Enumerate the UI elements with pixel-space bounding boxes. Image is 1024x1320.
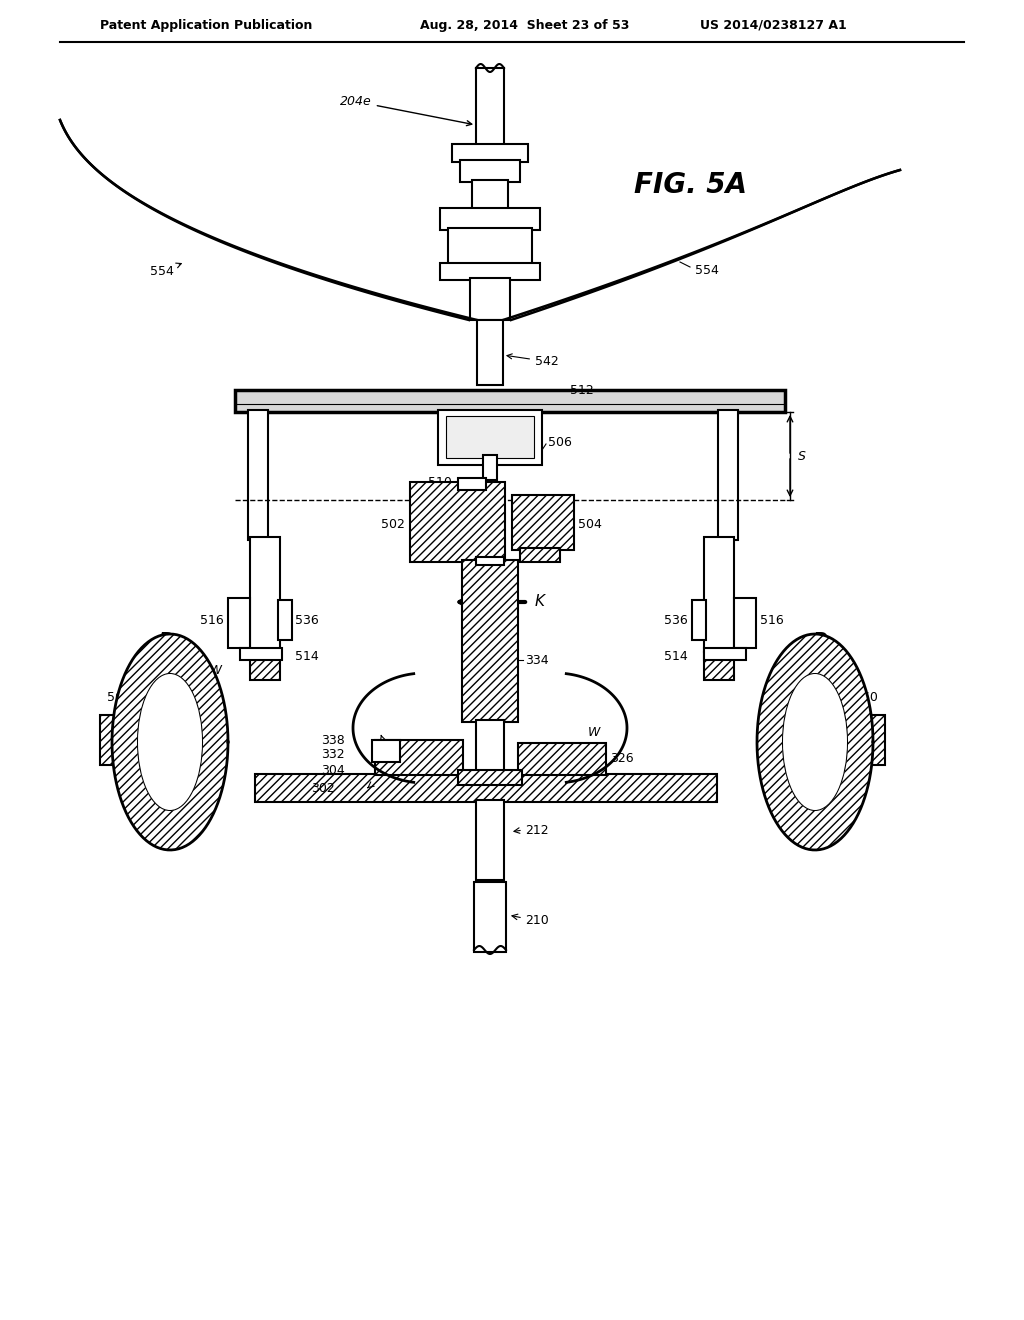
Bar: [255, 774, 717, 803]
Text: 210: 210: [525, 913, 549, 927]
Text: 512: 512: [570, 384, 594, 396]
Bar: [705, 652, 734, 680]
Text: K: K: [535, 594, 545, 610]
Text: 510: 510: [428, 475, 452, 488]
Bar: [476, 69, 504, 145]
Bar: [476, 557, 504, 565]
Bar: [474, 882, 506, 952]
Bar: [452, 144, 528, 162]
Bar: [250, 652, 280, 680]
Bar: [705, 537, 734, 652]
Bar: [449, 228, 532, 265]
Text: 304: 304: [322, 763, 345, 776]
Bar: [847, 715, 885, 766]
Bar: [458, 478, 486, 490]
Text: Patent Application Publication: Patent Application Publication: [100, 18, 312, 32]
Bar: [734, 598, 756, 648]
Text: 514: 514: [295, 649, 318, 663]
Bar: [518, 743, 606, 775]
Bar: [460, 160, 520, 182]
Text: 508: 508: [468, 475, 492, 488]
Bar: [372, 741, 400, 762]
Text: 302: 302: [311, 781, 335, 795]
Text: TW: TW: [202, 664, 222, 676]
Bar: [440, 209, 540, 230]
Ellipse shape: [783, 675, 847, 810]
Text: 332: 332: [322, 748, 345, 762]
Bar: [458, 770, 522, 785]
Bar: [438, 411, 542, 465]
Text: 542: 542: [507, 354, 559, 368]
Text: D: D: [812, 631, 827, 649]
Bar: [462, 560, 518, 722]
Text: 516: 516: [760, 614, 783, 627]
Polygon shape: [783, 675, 847, 810]
Text: T: T: [848, 669, 856, 682]
Polygon shape: [112, 634, 228, 850]
Text: US 2014/0238127 A1: US 2014/0238127 A1: [700, 18, 847, 32]
Text: 326: 326: [610, 751, 634, 764]
Polygon shape: [757, 634, 873, 850]
Text: 554: 554: [150, 263, 181, 279]
Bar: [483, 455, 497, 480]
Text: Aug. 28, 2014  Sheet 23 of 53: Aug. 28, 2014 Sheet 23 of 53: [420, 18, 630, 32]
Text: 204e: 204e: [340, 95, 472, 125]
Bar: [692, 601, 706, 640]
Bar: [234, 389, 785, 412]
Text: 516: 516: [201, 614, 224, 627]
Text: 560: 560: [108, 690, 131, 704]
Text: 502: 502: [381, 519, 406, 532]
Text: FIG. 5A: FIG. 5A: [634, 172, 746, 199]
Bar: [476, 800, 504, 880]
Ellipse shape: [138, 675, 202, 810]
Bar: [718, 411, 738, 540]
Bar: [250, 537, 280, 652]
Text: 514: 514: [665, 649, 688, 663]
Bar: [470, 279, 510, 319]
Text: D: D: [159, 631, 173, 649]
Text: 212: 212: [525, 824, 549, 837]
Text: 504: 504: [578, 519, 602, 532]
Bar: [446, 416, 534, 458]
Text: 338: 338: [322, 734, 345, 747]
Bar: [477, 319, 503, 385]
Bar: [705, 648, 746, 660]
Bar: [472, 180, 508, 210]
Bar: [228, 598, 250, 648]
Bar: [278, 601, 292, 640]
Bar: [240, 648, 282, 660]
Bar: [375, 741, 463, 775]
Bar: [100, 715, 138, 766]
Text: 506: 506: [548, 436, 571, 449]
Bar: [440, 263, 540, 280]
Text: 554: 554: [695, 264, 719, 276]
Bar: [520, 548, 560, 562]
Text: 536: 536: [295, 614, 318, 627]
Text: 536: 536: [665, 614, 688, 627]
Polygon shape: [138, 675, 202, 810]
Bar: [410, 482, 505, 562]
Text: S: S: [798, 450, 806, 462]
Bar: [248, 411, 268, 540]
Bar: [512, 495, 574, 550]
Text: 560: 560: [854, 690, 878, 704]
Text: 334: 334: [525, 653, 549, 667]
Bar: [476, 719, 504, 775]
Text: W: W: [588, 726, 600, 738]
